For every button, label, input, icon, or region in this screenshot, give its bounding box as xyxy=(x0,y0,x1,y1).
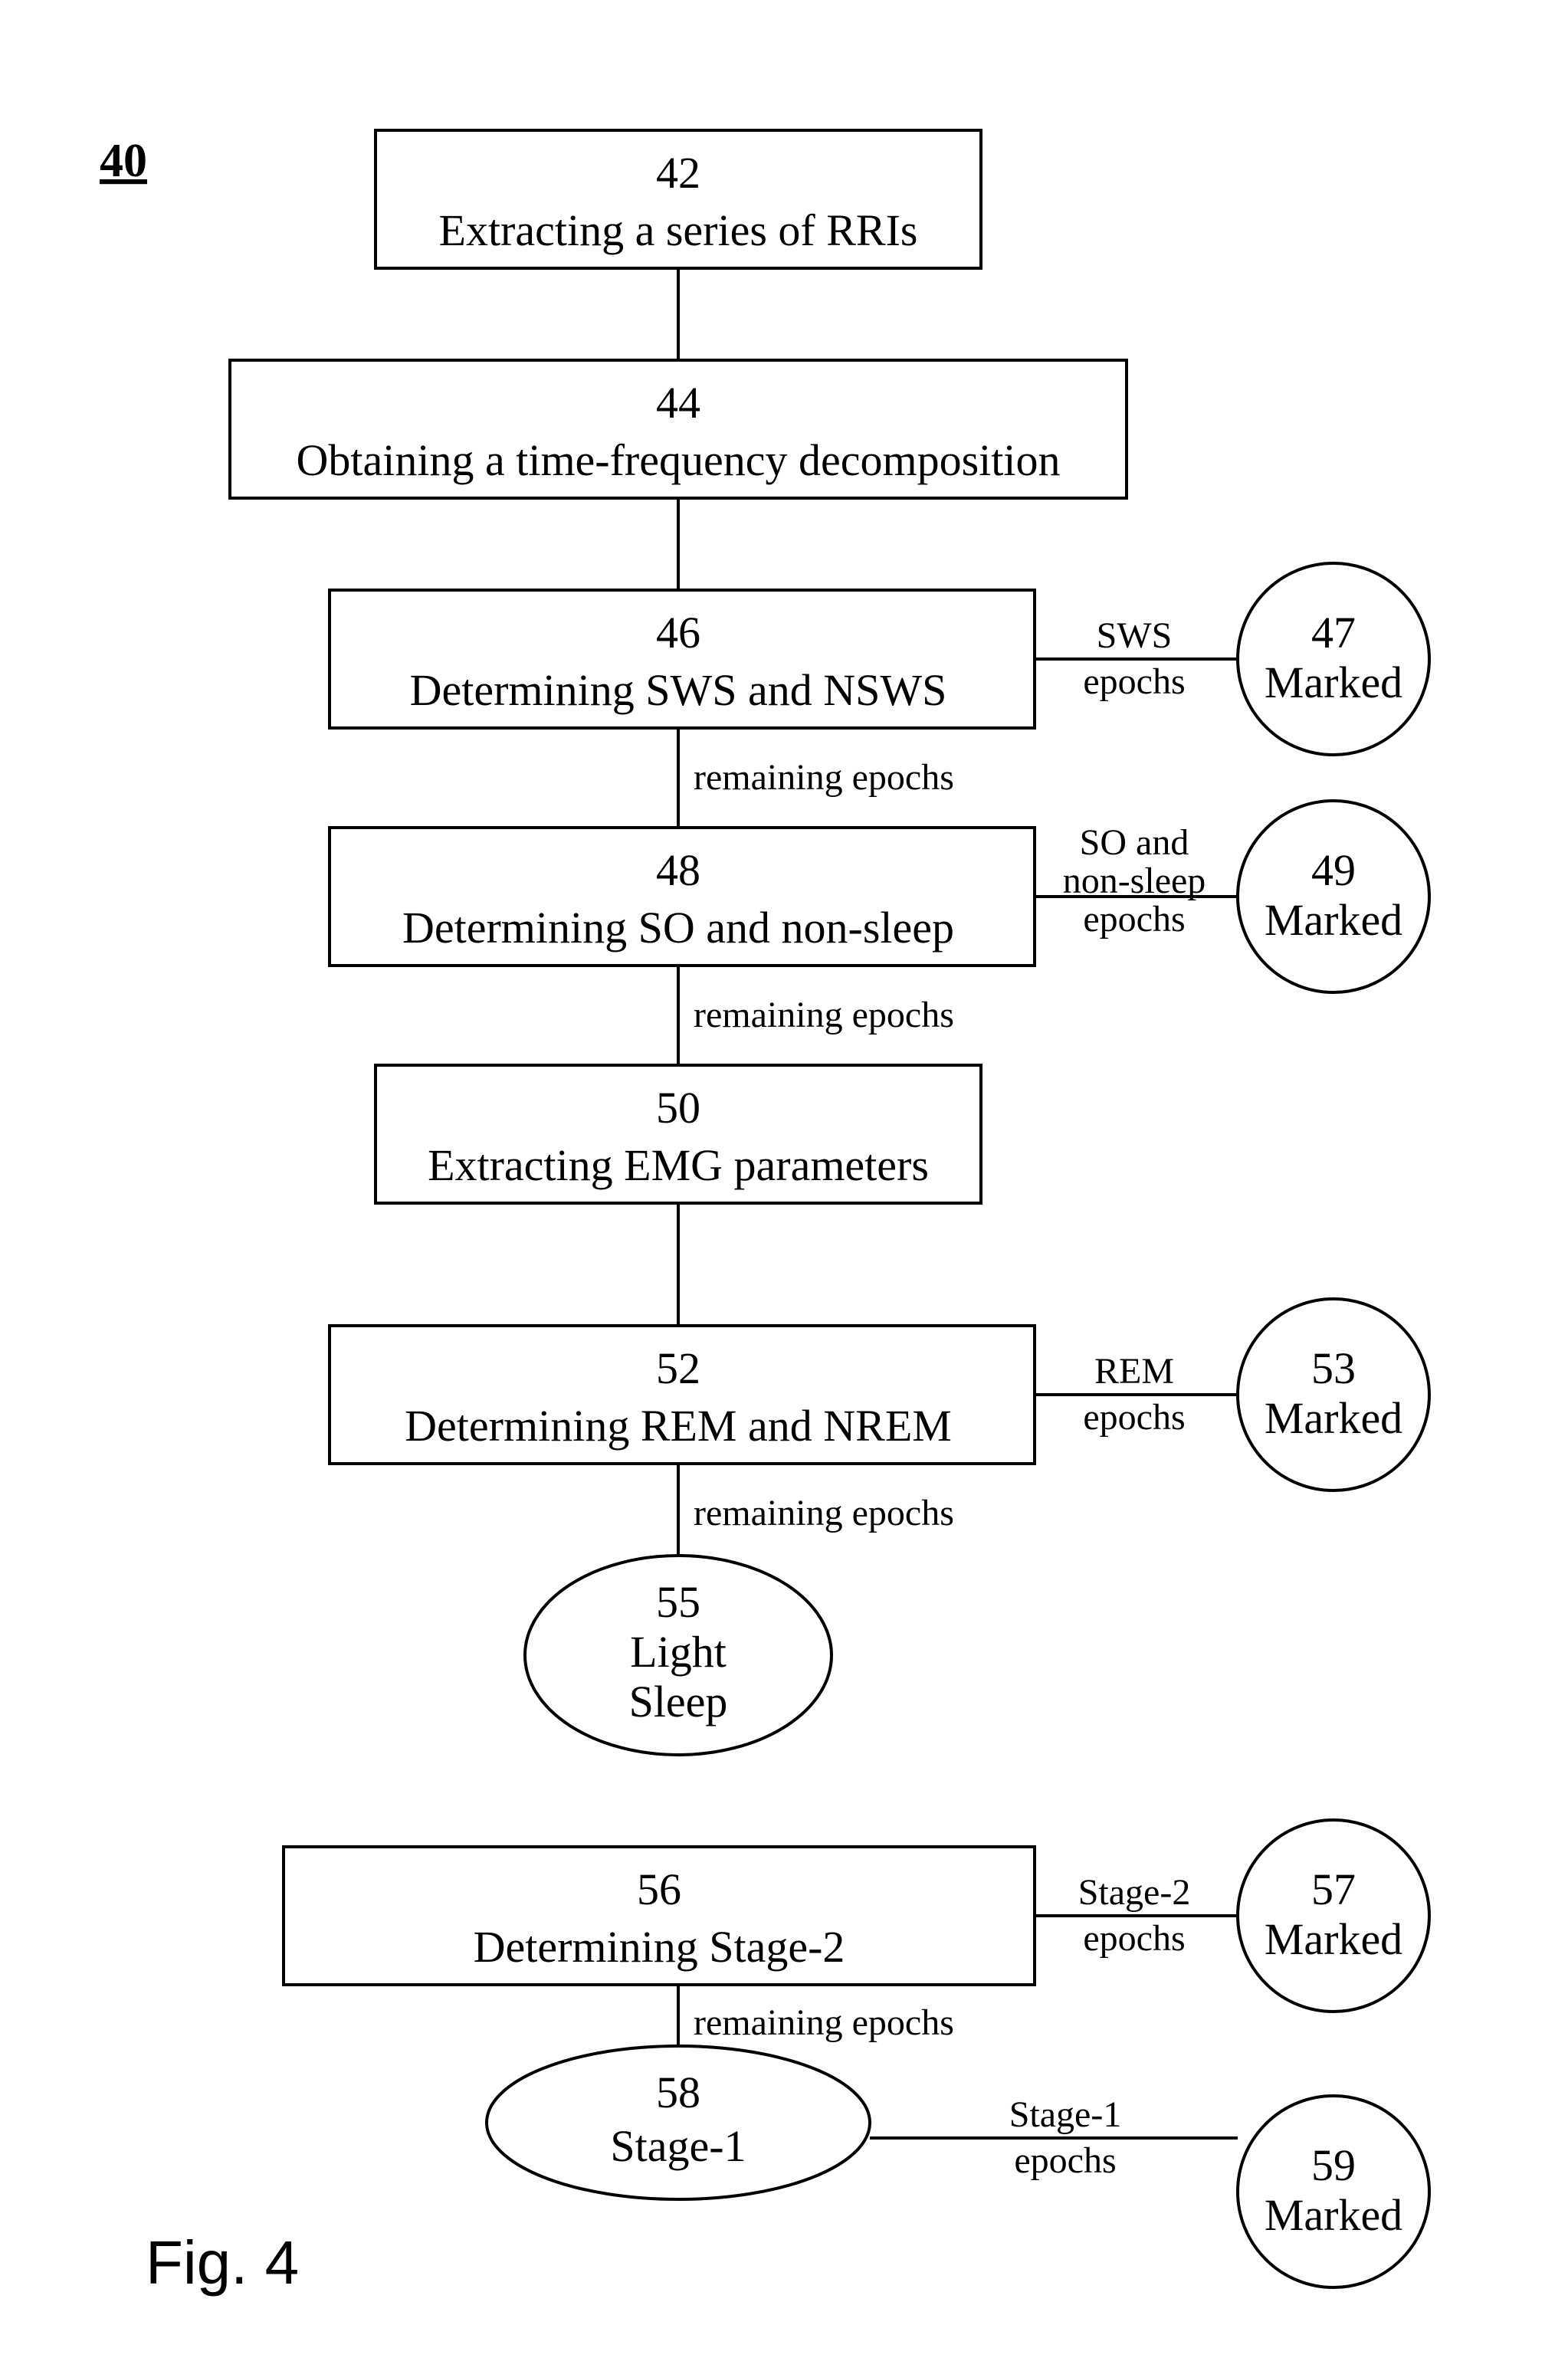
step-50-text: Extracting EMG parameters xyxy=(428,1140,929,1190)
edge-52-53-top: REM xyxy=(1094,1351,1174,1392)
flowchart-diagram: 40 42 Extracting a series of RRIs 44 Obt… xyxy=(0,0,1568,2361)
step-56-text: Determining Stage-2 xyxy=(474,1922,845,1972)
marked-49-num: 49 xyxy=(1311,845,1356,895)
marked-49-text: Marked xyxy=(1265,895,1402,945)
step-56-num: 56 xyxy=(637,1864,681,1914)
marked-59-text: Marked xyxy=(1265,2190,1402,2240)
step-44-text: Obtaining a time-frequency decomposition xyxy=(297,435,1061,485)
edge-58-59-top: Stage-1 xyxy=(1009,2094,1122,2135)
edge-48-49-top: SO and xyxy=(1080,822,1189,863)
step-50-num: 50 xyxy=(656,1083,700,1133)
step-46-text: Determining SWS and NSWS xyxy=(410,665,947,715)
step-48-text: Determining SO and non-sleep xyxy=(402,903,954,953)
edge-48-49-bot: epochs xyxy=(1083,899,1185,939)
edge-remaining-2: remaining epochs xyxy=(694,995,954,1035)
step-44-num: 44 xyxy=(656,378,700,428)
edge-46-47-bot: epochs xyxy=(1083,661,1185,702)
edge-46-47-top: SWS xyxy=(1097,615,1173,656)
step-55-line2: Sleep xyxy=(629,1677,728,1726)
step-52-num: 52 xyxy=(656,1343,700,1393)
edge-remaining-3: remaining epochs xyxy=(694,1493,954,1533)
step-42-text: Extracting a series of RRIs xyxy=(439,205,918,255)
edge-remaining-4: remaining epochs xyxy=(694,2002,954,2043)
step-55-num: 55 xyxy=(656,1577,700,1627)
figure-label: Fig. 4 xyxy=(146,2228,299,2297)
marked-57-text: Marked xyxy=(1265,1914,1402,1964)
step-42-num: 42 xyxy=(656,148,700,198)
edge-48-49-mid: non-sleep xyxy=(1063,861,1206,901)
step-52-text: Determining REM and NREM xyxy=(405,1401,952,1451)
marked-53-num: 53 xyxy=(1311,1343,1356,1393)
marked-59-num: 59 xyxy=(1311,2140,1356,2190)
marked-57-num: 57 xyxy=(1311,1864,1356,1914)
edge-56-57-bot: epochs xyxy=(1083,1918,1185,1959)
edge-remaining-1: remaining epochs xyxy=(694,757,954,798)
step-58-num: 58 xyxy=(656,2068,700,2117)
edge-52-53-bot: epochs xyxy=(1083,1397,1185,1438)
step-58-line1: Stage-1 xyxy=(610,2121,746,2171)
step-55-line1: Light xyxy=(630,1627,727,1677)
edge-58-59-bot: epochs xyxy=(1014,2140,1116,2181)
step-46-num: 46 xyxy=(656,608,700,657)
step-48-num: 48 xyxy=(656,845,700,895)
edge-56-57-top: Stage-2 xyxy=(1078,1872,1191,1913)
diagram-ref: 40 xyxy=(100,135,147,187)
marked-47-num: 47 xyxy=(1311,608,1356,657)
marked-53-text: Marked xyxy=(1265,1393,1402,1443)
marked-47-text: Marked xyxy=(1265,657,1402,707)
